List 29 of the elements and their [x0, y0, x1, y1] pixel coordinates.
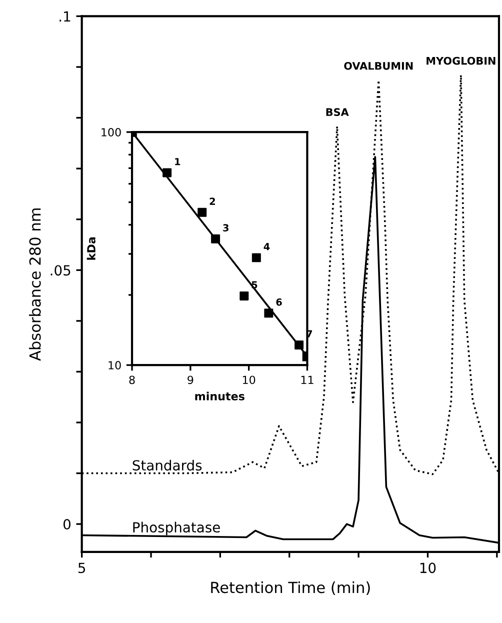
y-tick-label: 100: [102, 128, 121, 136]
annotation: OVALBUMIN: [344, 62, 413, 70]
x-tick-label: 10: [242, 376, 256, 384]
x-tick-label: 8: [129, 376, 135, 384]
point: [264, 308, 274, 318]
point: [240, 291, 249, 300]
x-tick-label: 9: [188, 376, 194, 384]
annotation: 1: [175, 158, 180, 166]
annotation: 3: [223, 224, 228, 232]
annotation: 6: [276, 298, 282, 306]
series-label: Phosphatase: [133, 522, 220, 536]
point: [211, 234, 220, 244]
point: [294, 340, 304, 350]
series-label: Standards: [132, 460, 202, 471]
y-axis-title: Absorbance 280 nm: [28, 208, 41, 361]
x-axis-title: Retention Time (min): [211, 581, 370, 596]
y-tick-label: .1: [60, 11, 70, 22]
point: [252, 253, 261, 262]
x-axis-title: minutes: [195, 392, 244, 400]
y-axis-title: kDa: [86, 237, 96, 260]
point: [162, 168, 172, 178]
x-tick-label: 11: [301, 376, 314, 384]
annotation: BSA: [326, 108, 349, 116]
annotation: 2: [210, 198, 215, 205]
y-tick-label: .05: [50, 265, 70, 276]
point: [198, 208, 207, 217]
annotation: MYOGLOBIN: [426, 56, 496, 65]
y-tick-label: 0: [63, 519, 70, 530]
annotation: 4: [264, 243, 270, 250]
